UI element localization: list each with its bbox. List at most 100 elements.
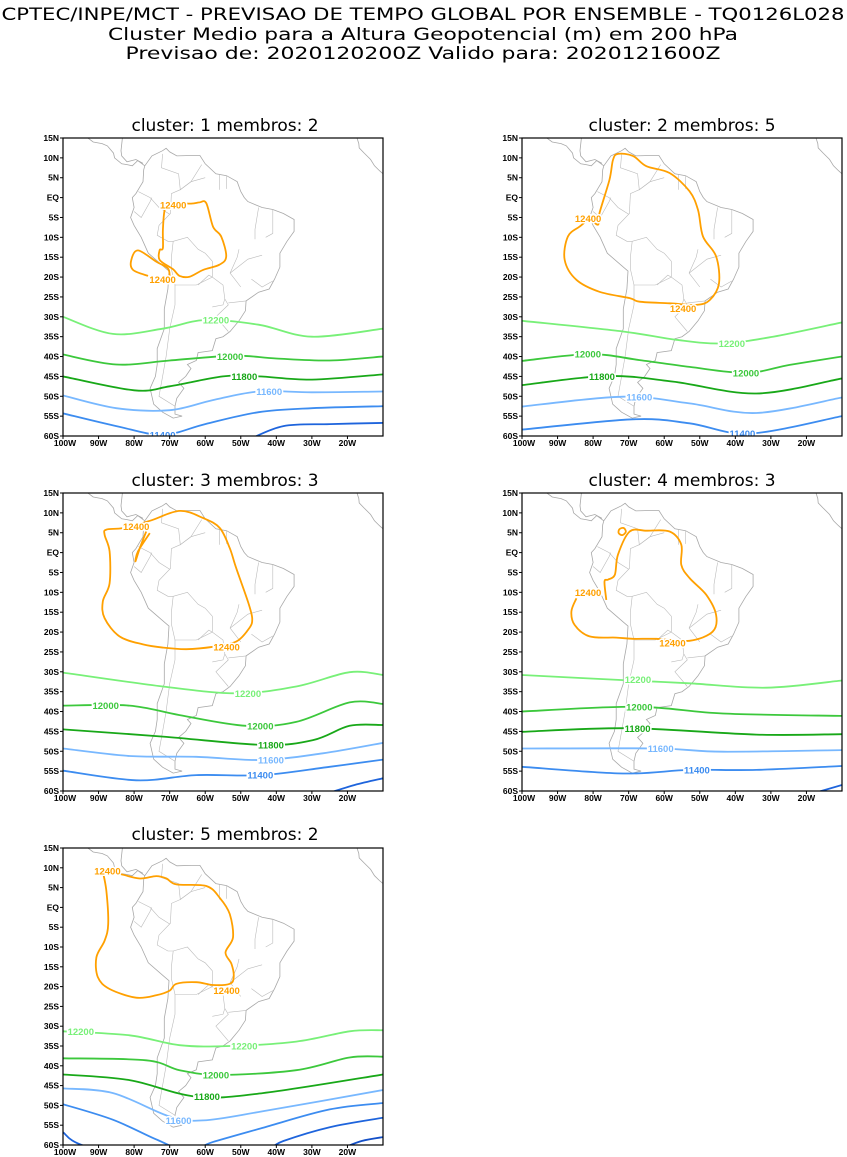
lat-tick-label: 55S [503,411,518,421]
contour-label: 12400 [149,275,175,286]
contour-label: 11400 [729,429,755,440]
lat-tick-label: 50S [44,746,59,756]
contour-label: 11600 [648,744,674,755]
lon-tick-label: 100W [54,1147,77,1157]
contour-line-12400 [617,526,627,537]
contour-label: 11800 [194,1092,220,1103]
contour-label: 12400 [123,522,149,533]
contour-label: 11400 [684,765,710,776]
contour-line-11600 [63,742,383,761]
contour-label: 12400 [575,214,601,225]
lat-tick-label: 5N [48,173,59,183]
contour-line-11200 [63,1116,383,1145]
panel-title: cluster: 2 membros: 5 [588,116,775,136]
country-border [228,300,247,304]
contour-label: 12200 [68,1027,94,1038]
country-border [212,653,226,663]
country-border [630,596,633,625]
contour-line-11200 [332,777,383,791]
country-border [228,655,247,659]
contour-label: 12000 [247,721,273,732]
country-border [171,596,174,625]
lon-tick-label: 70W [161,1147,179,1157]
lat-tick-label: 15N [502,488,518,498]
lat-tick-label: 5S [508,568,519,578]
contour-line-12400 [94,871,235,999]
contour-label: 12400 [213,643,239,654]
coastline-central-america [87,848,146,877]
contour-line-12000 [63,1055,383,1076]
country-border [171,241,174,270]
country-border [171,269,213,286]
lat-tick-label: 35S [503,332,518,342]
lat-tick-label: 60S [503,431,518,441]
contour-line-11600 [63,390,383,412]
lat-tick-label: 15N [502,133,518,143]
country-border [156,887,229,1042]
contour-label: 12000 [733,368,759,379]
lat-tick-label: 35S [44,332,59,342]
country-border [687,655,706,659]
contour-line-12400 [129,249,171,277]
coastline-central-america [546,493,605,522]
lat-tick-label: 10S [503,232,518,242]
lat-tick-label: 50S [44,1100,59,1110]
contour-label: 11800 [625,724,651,735]
lon-tick-label: 80W [125,793,143,803]
lon-tick-label: 60W [655,793,673,803]
lon-tick-label: 20W [339,793,357,803]
lon-tick-label: 80W [125,438,143,448]
contour-line-11600 [63,1087,383,1122]
lat-tick-label: 30S [503,312,518,322]
contour-line-12400 [563,152,721,306]
lon-tick-label: 40W [727,793,745,803]
country-border [229,964,263,983]
country-border [251,633,273,643]
map-panel-5: cluster: 5 membros: 2 12400 12400 12200 1220… [43,825,384,1157]
contour-line-11000 [347,1136,383,1145]
country-border [265,919,274,948]
lon-tick-label: 60W [655,438,673,448]
map-panel-4: cluster: 4 membros: 3 12400 12400 12200 1200… [502,471,843,803]
lat-tick-label: 60S [44,786,59,796]
lon-tick-label: 70W [620,438,638,448]
lat-tick-label: 20S [44,982,59,992]
lon-tick-label: 90W [549,438,567,448]
country-border [688,249,701,288]
lon-tick-label: 30W [303,793,321,803]
country-border [251,278,273,288]
lat-tick-label: 15N [43,843,59,853]
lat-tick-label: 15S [44,607,59,617]
lon-tick-label: 60W [196,1147,214,1157]
country-border [671,653,685,663]
contour-line-12000 [63,353,383,366]
country-border [171,624,213,641]
lat-tick-label: 50S [503,391,518,401]
country-border [229,254,263,274]
contour-label: 11600 [256,387,282,398]
contour-line-11400 [522,765,842,775]
map-frame [62,492,384,792]
map-panel-2: cluster: 2 membros: 5 12400 12400 12200 1200… [502,116,843,448]
lat-tick-label: 60S [44,1140,59,1150]
map-panel-3: cluster: 3 membros: 3 12400 12400 12200 1200… [43,471,384,803]
lat-tick-label: 60S [44,431,59,441]
country-border [171,950,174,979]
lon-tick-label: 30W [762,438,780,448]
country-border [630,624,672,641]
contour-line-11800 [63,373,383,392]
contour-line-11800 [63,1073,383,1099]
lon-tick-label: 40W [727,438,745,448]
coastline-south-america [130,502,295,774]
coastline-south-america [589,502,754,774]
contour-line-12400 [134,531,151,563]
map-frame [62,847,384,1146]
lat-tick-label: EQ [506,193,519,203]
country-border [212,1008,226,1017]
lat-tick-label: 55S [503,766,518,776]
lon-tick-label: 100W [54,438,77,448]
lat-tick-label: 45S [44,726,59,736]
lat-tick-label: 35S [503,687,518,697]
panel-title: cluster: 3 membros: 3 [131,471,318,491]
